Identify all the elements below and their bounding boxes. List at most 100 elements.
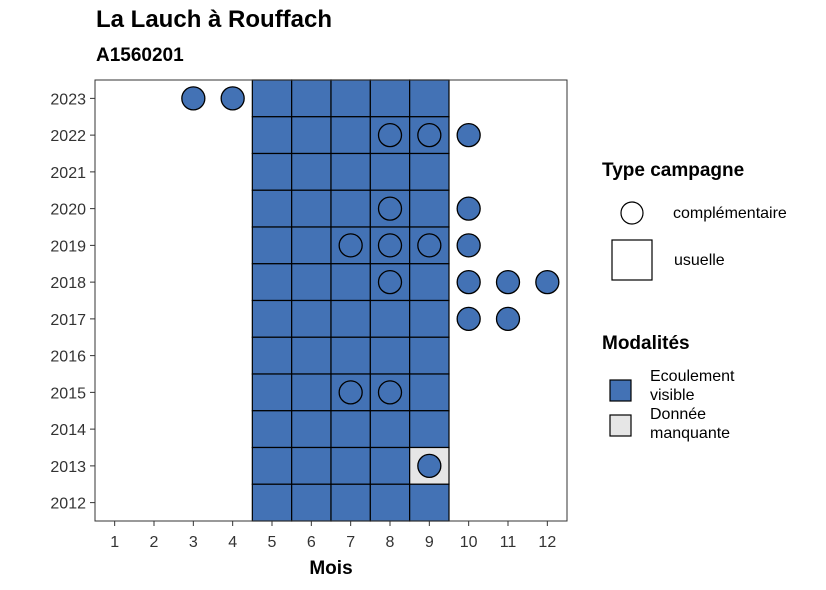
cell-2021-7 bbox=[330, 152, 371, 191]
cell-2022-6 bbox=[291, 116, 332, 155]
point-2013-9 bbox=[417, 453, 442, 479]
x-tick-label-4: 4 bbox=[228, 534, 237, 551]
point-2017-11 bbox=[495, 306, 521, 332]
cell-2022-9 bbox=[409, 116, 450, 155]
point-2018-11 bbox=[495, 269, 521, 295]
legend-type-campagne: Type campagne complémentaire usuelle bbox=[602, 160, 822, 281]
point-2022-8 bbox=[377, 122, 403, 148]
cell-2014-5 bbox=[251, 410, 293, 449]
axes-layer: 1 2 3 4 5 6 7 8 9 10 11 122012201320142015201620172… bbox=[50, 91, 556, 551]
cell-2014-6 bbox=[291, 410, 332, 449]
y-tick-label-2023: 2023 bbox=[50, 91, 86, 108]
cell-2023-5 bbox=[251, 79, 293, 118]
square-key-icon bbox=[611, 239, 653, 281]
cell-2017-9 bbox=[409, 299, 450, 338]
cell-2016-5 bbox=[251, 336, 293, 375]
cell-2023-9 bbox=[409, 79, 450, 118]
cell-2014-9 bbox=[409, 410, 450, 449]
cell-2013-8 bbox=[369, 446, 411, 485]
chart-subtitle: A1560201 bbox=[96, 45, 184, 66]
x-tick-label-10: 10 bbox=[460, 534, 478, 551]
y-tick-label-2022: 2022 bbox=[50, 128, 86, 145]
legend-modalites: Modalités Ecoulement visible Donnée manq… bbox=[602, 333, 822, 442]
point-2020-8 bbox=[377, 196, 403, 221]
x-tick-label-6: 6 bbox=[307, 534, 316, 551]
cell-2023-7 bbox=[330, 79, 371, 118]
cell-2017-5 bbox=[251, 299, 293, 338]
circle-key-icon bbox=[620, 201, 644, 225]
y-tick-label-2013: 2013 bbox=[50, 459, 86, 476]
cell-2020-9 bbox=[409, 189, 450, 228]
complementaire-layer bbox=[181, 86, 560, 479]
legend-label-ecoulement-visible: Ecoulement visible bbox=[650, 368, 735, 404]
cell-2021-8 bbox=[369, 152, 411, 191]
point-2015-8 bbox=[377, 380, 403, 405]
legend-type-title: Type campagne bbox=[602, 160, 745, 181]
legend-item-ecoulement-visible: Ecoulement visible bbox=[602, 367, 755, 405]
cell-2023-8 bbox=[369, 79, 411, 118]
legend-item-complementaire: complémentaire bbox=[602, 198, 787, 228]
cell-2015-5 bbox=[251, 373, 293, 412]
point-2018-12 bbox=[535, 269, 560, 295]
legend-label-complementaire: complémentaire bbox=[673, 204, 787, 222]
x-tick-label-8: 8 bbox=[386, 534, 395, 551]
y-tick-label-2017: 2017 bbox=[50, 312, 86, 329]
cell-2013-5 bbox=[251, 446, 293, 485]
chart-title: La Lauch à Rouffach bbox=[96, 6, 333, 33]
cell-2021-6 bbox=[291, 152, 332, 191]
cell-2016-9 bbox=[409, 336, 450, 375]
y-tick-label-2018: 2018 bbox=[50, 275, 86, 292]
cell-2021-5 bbox=[251, 152, 293, 191]
point-2019-9 bbox=[417, 233, 442, 258]
cell-2019-6 bbox=[291, 226, 332, 265]
legend-label-donnee-manquante: Donnée manquante bbox=[650, 406, 731, 442]
cell-2013-6 bbox=[291, 446, 332, 485]
cell-2018-6 bbox=[291, 263, 332, 302]
cell-2022-5 bbox=[251, 116, 293, 155]
point-2019-7 bbox=[338, 233, 363, 258]
point-2023-4 bbox=[220, 86, 245, 111]
cell-2012-6 bbox=[291, 483, 332, 522]
point-2022-10 bbox=[456, 122, 481, 148]
y-tick-label-2012: 2012 bbox=[50, 496, 86, 513]
x-tick-label-2: 2 bbox=[150, 534, 159, 551]
y-tick-label-2021: 2021 bbox=[50, 165, 86, 182]
cell-2012-7 bbox=[330, 483, 371, 522]
cell-2012-5 bbox=[251, 483, 293, 522]
x-tick-label-9: 9 bbox=[425, 534, 434, 551]
cell-2020-7 bbox=[330, 189, 371, 228]
point-2020-10 bbox=[456, 196, 481, 221]
cell-2015-9 bbox=[409, 373, 450, 412]
cell-2012-9 bbox=[409, 483, 450, 522]
cell-2018-5 bbox=[251, 263, 293, 302]
legend-item-usuelle: usuelle bbox=[602, 238, 725, 282]
panel-border bbox=[94, 79, 568, 522]
cell-2021-9 bbox=[409, 152, 450, 191]
y-tick-label-2016: 2016 bbox=[50, 349, 86, 366]
cell-2016-7 bbox=[330, 336, 371, 375]
cell-2013-7 bbox=[330, 446, 371, 485]
x-axis-title: Mois bbox=[309, 558, 352, 579]
x-tick-label-5: 5 bbox=[268, 534, 277, 551]
cell-2014-7 bbox=[330, 410, 371, 449]
cell-2018-7 bbox=[330, 263, 371, 302]
point-2019-8 bbox=[377, 233, 403, 258]
cell-2016-6 bbox=[291, 336, 332, 375]
donnee-manquante-key-icon bbox=[609, 414, 632, 437]
y-tick-label-2014: 2014 bbox=[50, 422, 86, 439]
point-2023-3 bbox=[181, 86, 206, 111]
cell-2020-5 bbox=[251, 189, 293, 228]
cell-2015-6 bbox=[291, 373, 332, 412]
point-2017-10 bbox=[456, 306, 481, 332]
x-tick-label-7: 7 bbox=[346, 534, 355, 551]
cells-layer bbox=[251, 79, 450, 522]
cell-2017-6 bbox=[291, 299, 332, 338]
point-2018-10 bbox=[456, 269, 481, 295]
y-tick-label-2015: 2015 bbox=[50, 385, 86, 402]
cell-2023-6 bbox=[291, 79, 332, 118]
x-tick-label-12: 12 bbox=[538, 534, 556, 551]
cell-2016-8 bbox=[369, 336, 411, 375]
legend-modalites-title: Modalités bbox=[602, 333, 690, 354]
cell-2017-8 bbox=[369, 299, 411, 338]
